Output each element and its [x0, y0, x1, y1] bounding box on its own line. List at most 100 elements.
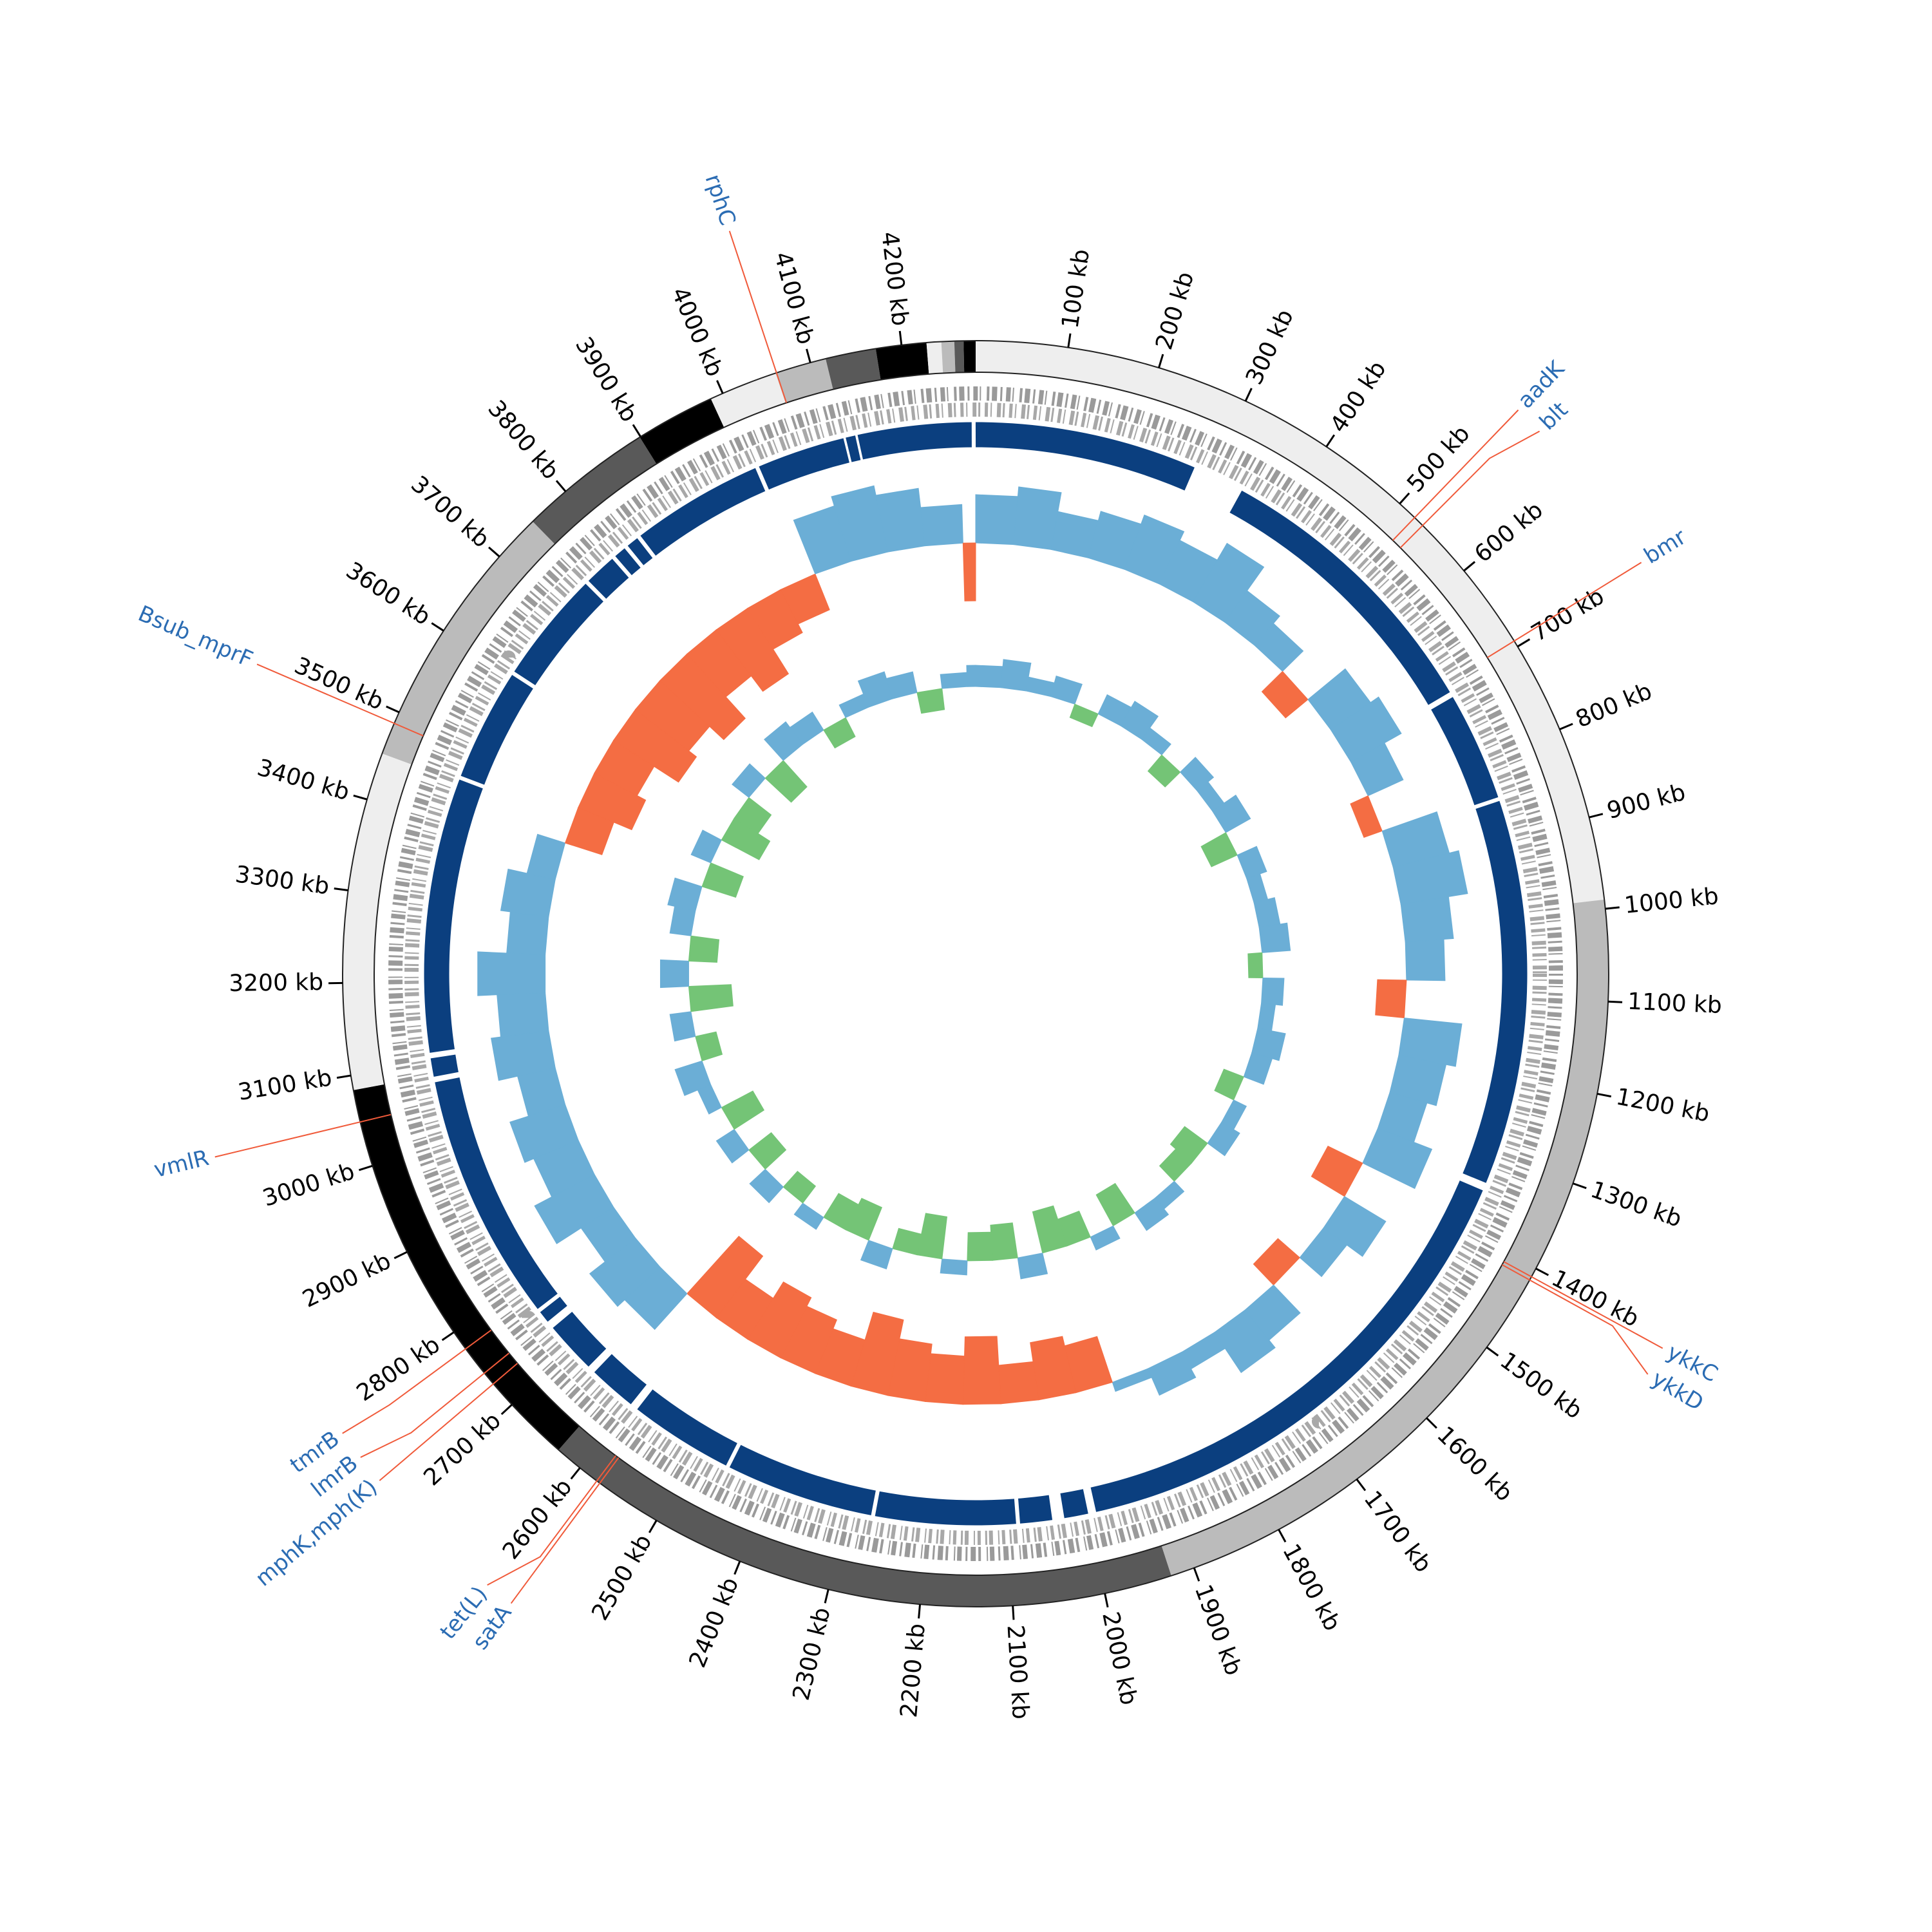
tick-mark [918, 1604, 922, 1619]
coverage-gap [1184, 466, 1243, 514]
tick-label: 3000 kb [260, 1158, 357, 1212]
tick-mark [898, 330, 903, 345]
tick-mark [555, 480, 567, 493]
tick-label: 3800 kb [482, 395, 564, 484]
gc-content-bar [1147, 1351, 1197, 1396]
tick-mark [334, 887, 348, 891]
gc-skew-bar [975, 665, 1003, 688]
gc-content-bar [780, 573, 830, 625]
gc-content-bar [534, 1173, 614, 1245]
gc-skew-bar [659, 959, 689, 989]
gene-leader [360, 1352, 509, 1458]
coverage-gap [843, 436, 852, 464]
gc-skew-bar [1243, 1052, 1273, 1085]
gene-label: bmr [1640, 524, 1690, 569]
tick-label: 2500 kb [587, 1530, 657, 1625]
reverse-genes-ring [404, 402, 1547, 1545]
tick-label: 2800 kb [352, 1331, 445, 1406]
gc-skew-bar [845, 1197, 882, 1241]
gc-skew-bar [1025, 676, 1055, 697]
gc-skew-bar [966, 665, 976, 687]
gc-content-bar [1192, 542, 1265, 623]
gc-content-bar [497, 992, 549, 1037]
tick-label: 600 kb [1470, 497, 1548, 567]
coverage-gap [611, 555, 633, 579]
coverage-gap [511, 670, 536, 690]
gc-skew-bar [1247, 952, 1264, 979]
gc-skew-bar [748, 1132, 787, 1170]
gene-label: vmlR [151, 1145, 211, 1183]
coverage-gap [428, 1048, 457, 1059]
tick-mark [824, 1589, 829, 1604]
gc-content-bar [506, 911, 549, 956]
contig-segment [926, 341, 943, 374]
tick-label: 1300 kb [1587, 1177, 1685, 1233]
gc-skew-bar [732, 763, 766, 799]
gc-skew-bar [1017, 1253, 1048, 1280]
gc-skew-bar [886, 671, 918, 699]
gc-skew-bar [823, 717, 856, 749]
gc-skew-bar [990, 1222, 1018, 1261]
coverage-gap [871, 1489, 880, 1518]
gc-content-bar [589, 1237, 661, 1307]
gc-content-bar [687, 1235, 764, 1318]
gc-content-bar [1350, 795, 1383, 838]
tick-label: 300 kb [1241, 305, 1299, 389]
tick-label: 1100 kb [1627, 989, 1722, 1019]
tick-label: 3700 kb [406, 471, 494, 553]
gc-content-bar [1254, 623, 1304, 672]
gc-skew-bar [1000, 659, 1032, 692]
coverage-gap [1458, 1173, 1488, 1191]
gc-content-bar [1311, 1146, 1363, 1197]
gc-skew-bar [674, 1060, 712, 1096]
coverage-gap [1048, 1492, 1065, 1522]
tick-mark [648, 1520, 658, 1533]
gene-leader [214, 1113, 392, 1158]
gc-skew-bar [916, 1213, 948, 1260]
gene-leader [728, 231, 788, 403]
gc-content-bar [612, 708, 697, 783]
tick-mark [1399, 492, 1410, 505]
gc-content-bar [1362, 1128, 1433, 1189]
tick-label: 3100 kb [236, 1065, 334, 1106]
gc-skew-bar [734, 797, 772, 834]
gene-leader [1487, 562, 1642, 658]
coverage-gap [1427, 691, 1454, 710]
gc-content-bar [831, 485, 889, 562]
tick-label: 3300 kb [234, 861, 331, 900]
contig-segment [975, 341, 1605, 904]
tick-mark [1244, 388, 1253, 402]
coverage-gap [1473, 797, 1501, 810]
gc-content-bar [1405, 939, 1446, 981]
tick-mark [431, 622, 444, 632]
gc-skew-bar [940, 1258, 968, 1276]
tick-label: 3200 kb [229, 969, 323, 997]
coverage-gap [623, 544, 645, 569]
forward-genes-ring [388, 386, 1563, 1561]
gc-skew-bar [1170, 1126, 1208, 1164]
gc-skew-bar [1257, 1003, 1276, 1032]
gene-label: rphC [700, 171, 741, 229]
contig-segment [826, 348, 881, 390]
gc-skew-bar [940, 672, 968, 689]
gc-skew-bar [697, 1084, 722, 1115]
gc-skew-bar [1147, 754, 1181, 788]
gc-skew-bar [669, 905, 696, 936]
gene-leader [342, 1329, 492, 1434]
coverage-gap [636, 535, 657, 560]
tick-mark [734, 1560, 741, 1575]
gc-skew-bar [667, 877, 703, 912]
tick-mark [1589, 813, 1604, 819]
tick-label: 700 kb [1527, 583, 1609, 647]
contig-segment [533, 437, 657, 544]
gc-content-bar [1389, 1055, 1447, 1106]
tick-mark [1193, 1567, 1200, 1582]
contig-segment [353, 1084, 580, 1450]
gc-skew-bar [1214, 1068, 1244, 1101]
tick-mark [1067, 333, 1072, 348]
gc-content-bar [1400, 896, 1454, 943]
tick-mark [1012, 1605, 1015, 1620]
gc-content-bar [1013, 486, 1062, 550]
tick-label: 1000 kb [1623, 883, 1719, 919]
